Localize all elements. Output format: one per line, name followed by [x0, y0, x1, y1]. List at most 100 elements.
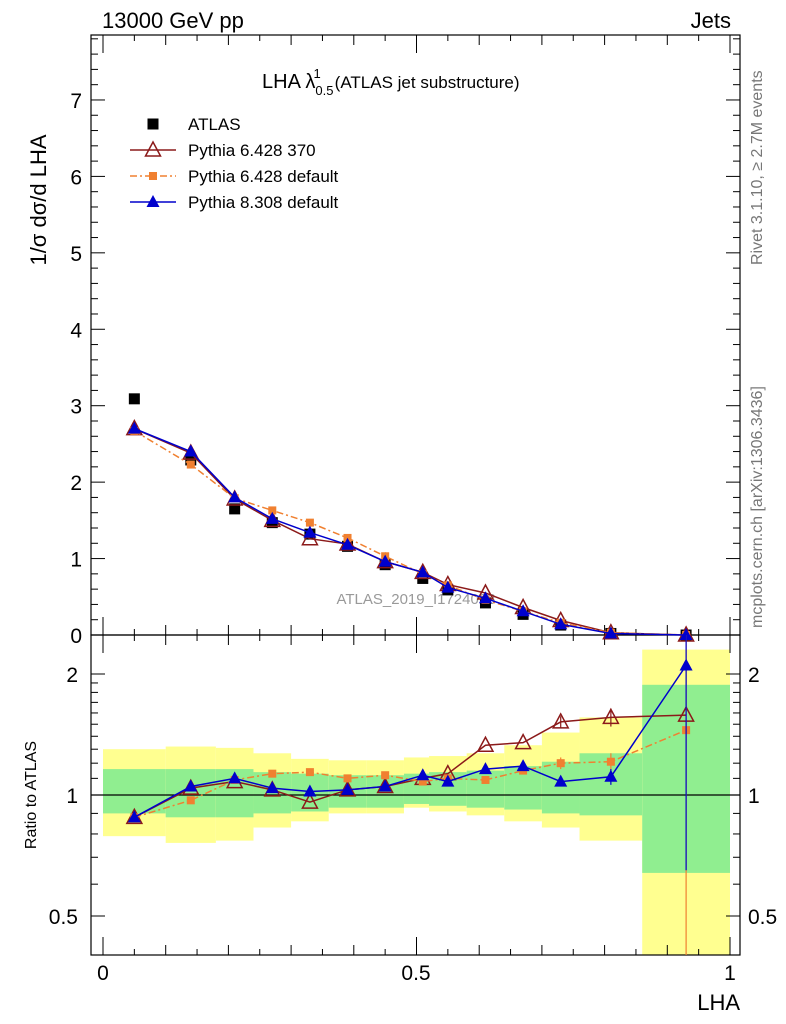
legend-label: Pythia 8.308 default: [188, 193, 339, 212]
title-sup: 1: [313, 66, 320, 81]
ratio-data-point: [303, 784, 317, 797]
ratio-data-point: [381, 771, 390, 780]
main-ytick-label: 1: [70, 549, 82, 572]
ratio-data-point: [268, 769, 277, 778]
watermark-text: ATLAS_2019_I1724098: [336, 591, 495, 608]
ratio-data-point: [184, 779, 198, 792]
main-y-label: 1/σ dσ/d LHA: [26, 134, 51, 265]
main-data-point: [604, 626, 618, 639]
main-data-point: [186, 460, 195, 469]
main-data-point: [305, 518, 314, 527]
ratio-data-point: [343, 774, 352, 783]
legend-entry: Pythia 6.428 370: [130, 140, 316, 160]
energy-label: 13000 GeV pp: [102, 8, 244, 33]
main-data-point: [516, 604, 530, 617]
title-prefix: LHA λ: [262, 71, 315, 93]
main-data-point: [341, 537, 355, 550]
main-ytick-label: 5: [70, 243, 82, 266]
ratio-data-point: [514, 733, 532, 750]
ratio-data-point: [481, 775, 490, 784]
legend-label: Pythia 6.428 default: [188, 167, 339, 186]
ratio-ytick-label: 2: [66, 664, 78, 687]
title-sub: 0.5: [315, 83, 333, 98]
ratio-ytick-label-right: 1: [748, 785, 760, 808]
main-data-point: [265, 511, 279, 524]
main-data-point: [228, 490, 242, 503]
ratio-data-point: [441, 774, 455, 787]
ratio-data-point: [516, 759, 530, 772]
legend-label: ATLAS: [188, 115, 241, 134]
process-label: Jets: [691, 8, 731, 33]
main-data-point: [229, 503, 241, 515]
ratio-series-line: [134, 729, 687, 819]
ratio-y-label: Ratio to ATLAS: [23, 741, 40, 849]
legend-entry: Pythia 8.308 default: [130, 193, 339, 212]
main-ytick-label: 0: [70, 625, 82, 648]
main-y-label-text: 1/σ dσ/d LHA: [26, 134, 51, 265]
main-ytick-label: 2: [70, 472, 82, 495]
legend-label: Pythia 6.428 370: [188, 141, 316, 160]
site-note-text: mcplots.cern.ch [arXiv:1306.3436]: [749, 386, 766, 628]
x-axis-label: LHA: [697, 990, 740, 1015]
main-data-point: [184, 444, 198, 457]
inner-band: [541, 761, 580, 814]
main-data-point: [378, 554, 392, 567]
legend-marker: [149, 172, 157, 180]
legend-entry: Pythia 6.428 default: [130, 167, 339, 186]
ratio-data-point: [478, 762, 492, 775]
main-data-point: [301, 529, 319, 546]
axis-labels: Ratio to ATLAS LHA: [23, 741, 740, 1015]
site-note: mcplots.cern.ch [arXiv:1306.3436]: [749, 386, 766, 628]
ratio-data-point: [378, 779, 392, 792]
main-series-3: [127, 421, 693, 640]
axis-ticks: 0 1 2 3 4 5 6 7 0 0.5 1 0.5 0.5 1 1 2 2: [49, 35, 777, 985]
ratio-data-point: [556, 759, 565, 768]
ratio-data-point: [127, 810, 141, 823]
uncertainty-bands: [91, 649, 740, 955]
legend-marker: [144, 140, 162, 157]
ratio-ytick-label: 1: [66, 785, 78, 808]
ratio-data-point: [606, 757, 615, 766]
ratio-data-point: [604, 769, 618, 782]
main-data-point: [127, 421, 141, 434]
ratio-data-point: [418, 777, 427, 786]
ratio-data-point: [265, 781, 279, 794]
ratio-ytick-label-right: 2: [748, 664, 760, 687]
ratio-data-point: [186, 796, 195, 805]
xtick-label: 0: [97, 962, 109, 985]
ratio-series-2: [127, 635, 693, 871]
main-ytick-label: 4: [70, 319, 82, 342]
data-series: [125, 393, 695, 955]
legend-marker: [146, 195, 160, 207]
main-data-point: [478, 591, 492, 604]
ratio-series-line: [133, 665, 687, 818]
main-series-line: [133, 430, 687, 636]
inner-band: [165, 769, 216, 818]
rivet-note: Rivet 3.1.10, ≥ 2.7M events: [749, 70, 766, 265]
ratio-data-point: [305, 768, 314, 777]
main-ytick-label: 3: [70, 396, 82, 419]
rivet-note-text: Rivet 3.1.10, ≥ 2.7M events: [749, 70, 766, 265]
xtick-label: 0.5: [401, 962, 430, 985]
ratio-data-point: [341, 782, 355, 795]
ratio-data-point: [476, 735, 495, 752]
watermark: ATLAS_2019_I1724098: [336, 591, 495, 608]
ratio-data-point: [551, 712, 570, 729]
ratio-data-point: [554, 774, 568, 787]
chart-title: LHA λ0.5 1 (ATLAS jet substructure): [262, 66, 520, 98]
ratio-ytick-label: 0.5: [49, 906, 78, 929]
main-ytick-label: 7: [70, 90, 82, 113]
main-data-point: [416, 565, 430, 578]
main-data-point: [268, 506, 277, 515]
ratio-data-point: [228, 771, 242, 784]
ratio-data-point: [416, 768, 430, 781]
main-data-point: [554, 617, 568, 630]
main-series-line: [134, 427, 687, 636]
main-data-point: [441, 580, 455, 593]
legend: ATLAS Pythia 6.428 370 Pythia 6.428 defaul…: [130, 115, 339, 212]
title-suffix: (ATLAS jet substructure): [335, 73, 520, 92]
xtick-label: 1: [724, 962, 736, 985]
main-data-point: [679, 628, 693, 640]
main-data-point: [185, 454, 197, 466]
